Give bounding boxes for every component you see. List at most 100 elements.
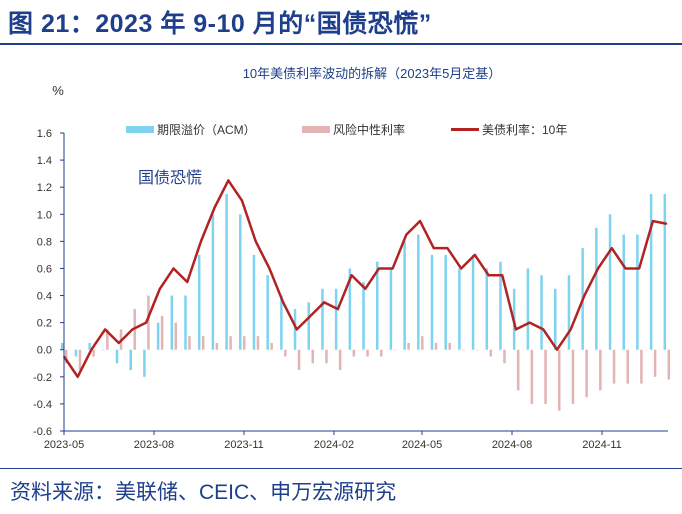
- term-premium-bar: [211, 214, 215, 350]
- risk-neutral-bar: [653, 349, 657, 377]
- risk-neutral-bar: [421, 336, 424, 350]
- term-premium-bar: [102, 349, 105, 351]
- yield-point: [117, 342, 120, 344]
- term-premium-bar: [225, 193, 228, 350]
- term-premium-bar: [156, 322, 160, 350]
- x-tick-label: 2023-08: [134, 439, 174, 451]
- term-premium-bar: [88, 342, 91, 350]
- risk-neutral-bar: [284, 349, 287, 357]
- term-premium-bar: [485, 268, 489, 350]
- y-tick-label: -0.4: [33, 399, 52, 411]
- yield-point: [624, 267, 627, 270]
- x-tick-label: 2023-05: [44, 439, 84, 451]
- yield-point: [501, 274, 504, 277]
- y-tick-label: 0.2: [37, 318, 52, 330]
- yield-point: [159, 287, 161, 290]
- risk-neutral-bar: [393, 349, 397, 351]
- term-premium-bar: [526, 268, 530, 350]
- term-premium-bar: [430, 254, 434, 350]
- risk-neutral-bar: [325, 349, 328, 364]
- risk-neutral-bar: [201, 336, 205, 350]
- risk-neutral-bar: [174, 322, 178, 350]
- yield-point: [186, 281, 189, 283]
- term-premium-bar: [622, 234, 625, 350]
- term-premium-bar: [74, 349, 78, 357]
- risk-neutral-bar: [585, 349, 588, 398]
- x-tick-label: 2024-05: [402, 439, 442, 451]
- risk-neutral-bar: [352, 349, 356, 357]
- y-tick-label: 1.0: [37, 209, 52, 221]
- term-premium-bar: [389, 268, 393, 350]
- header-divider: [0, 43, 682, 45]
- yield-point: [90, 348, 93, 351]
- yield-point: [474, 254, 476, 256]
- yield-point: [104, 328, 106, 331]
- yield-point: [200, 240, 202, 243]
- risk-neutral-bar: [379, 349, 383, 357]
- risk-neutral-bar: [366, 349, 369, 357]
- yield-point: [213, 206, 216, 209]
- risk-neutral-bar: [215, 342, 219, 350]
- yield-point: [254, 240, 257, 243]
- x-tick-label: 2024-02: [314, 439, 354, 451]
- risk-neutral-bar: [503, 349, 506, 364]
- risk-neutral-bar: [270, 342, 273, 350]
- yield-point: [638, 267, 640, 270]
- term-premium-bar: [239, 214, 242, 350]
- yield-point: [528, 321, 531, 324]
- x-tick-label: 2023-11: [224, 439, 264, 451]
- chart-title: 10年美债利率波动的拆解（2023年5月定基）: [243, 66, 502, 81]
- term-premium-bar: [115, 349, 119, 364]
- term-premium-bar: [444, 254, 447, 350]
- yield-point: [76, 376, 79, 378]
- term-premium-bar: [170, 295, 174, 350]
- term-premium-bar: [649, 193, 653, 350]
- risk-neutral-bar: [147, 295, 150, 350]
- y-tick-label: 1.2: [37, 182, 52, 194]
- term-premium-bar: [321, 288, 324, 350]
- risk-neutral-bar: [626, 349, 629, 384]
- term-premium-bar: [61, 342, 64, 350]
- chart: 10年美债利率波动的拆解（2023年5月定基） % 期限溢价（ACM） 风险中性利…: [33, 66, 671, 451]
- risk-neutral-bar: [434, 342, 438, 350]
- term-premium-bar: [608, 214, 612, 350]
- yield-point: [652, 220, 654, 222]
- risk-neutral-bar: [612, 349, 616, 384]
- risk-neutral-bar: [475, 349, 479, 351]
- term-premium-bar: [293, 309, 297, 350]
- yield-point: [569, 328, 572, 331]
- risk-neutral-bar: [571, 349, 575, 404]
- risk-neutral-bar: [65, 349, 68, 364]
- yield-point: [583, 294, 586, 297]
- yield-point: [378, 267, 380, 270]
- term-premium-bar: [403, 241, 406, 350]
- yield-point: [131, 328, 134, 331]
- term-premium-bar: [252, 254, 256, 350]
- term-premium-bar: [334, 288, 338, 350]
- y-tick-label: 1.4: [37, 155, 52, 167]
- term-premium-bar: [348, 268, 352, 350]
- legend-label: 美债利率：10年: [482, 122, 567, 137]
- yield-point: [227, 179, 230, 182]
- yield-point: [487, 274, 490, 277]
- footer-divider: [0, 468, 682, 469]
- yield-point: [597, 267, 599, 270]
- legend: 期限溢价（ACM） 风险中性利率 美债利率：10年: [126, 122, 567, 137]
- term-premium-bar: [595, 227, 598, 350]
- risk-neutral-bar: [160, 315, 164, 350]
- risk-neutral-bar: [229, 336, 232, 350]
- risk-neutral-bar: [407, 342, 410, 350]
- yield-point: [610, 247, 613, 249]
- legend-label: 期限溢价（ACM）: [157, 123, 256, 137]
- y-tick-label: 0.4: [37, 291, 52, 303]
- term-premium-bar: [307, 302, 311, 350]
- term-premium-bar: [266, 275, 269, 350]
- yield-point: [665, 222, 668, 225]
- yield-point: [446, 247, 449, 249]
- yield-point: [337, 308, 339, 310]
- y-tick-label: 0.0: [37, 345, 52, 357]
- term-premium-bar: [362, 282, 365, 350]
- risk-neutral-bar: [516, 349, 520, 391]
- risk-neutral-bar: [544, 349, 547, 404]
- y-tick-label: 0.6: [37, 263, 52, 275]
